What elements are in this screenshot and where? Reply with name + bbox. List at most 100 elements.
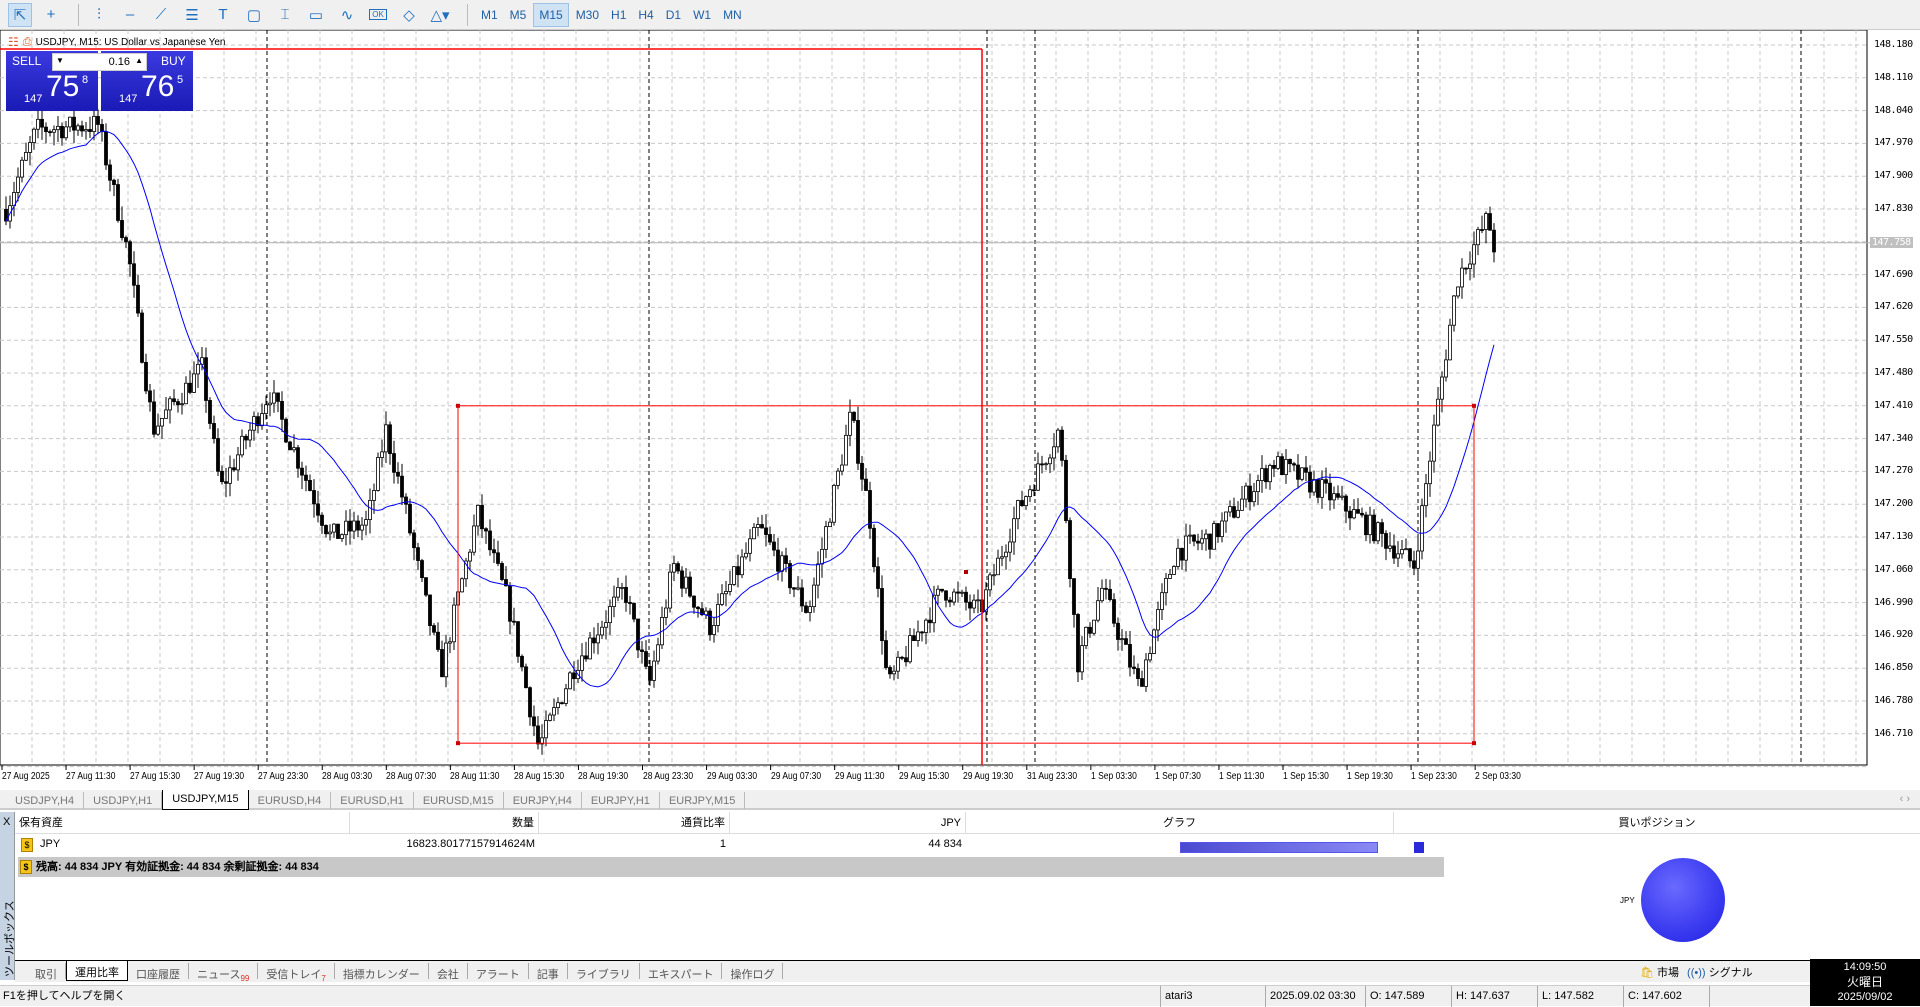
- signals-link[interactable]: ((•)) シグナル: [1687, 964, 1753, 980]
- timeframe-M15[interactable]: M15: [533, 2, 569, 27]
- toolbox-tab[interactable]: 受信トレイ7: [258, 963, 335, 983]
- candle-body: [1396, 553, 1400, 559]
- symbol-tab[interactable]: USDJPY,M15: [162, 790, 249, 810]
- toolbox-tab[interactable]: ニュース99: [189, 963, 259, 983]
- symbol-tab[interactable]: USDJPY,H1: [84, 792, 163, 809]
- timeframe-W1[interactable]: W1: [693, 7, 712, 22]
- col-header-ratio[interactable]: 通貨比率: [539, 812, 730, 834]
- candle-body: [584, 655, 588, 660]
- rectangle-handle[interactable]: [1472, 403, 1476, 408]
- candle-body: [620, 586, 624, 589]
- price-label-tool-button[interactable]: ▭: [304, 3, 328, 27]
- time-label: 29 Aug 19:30: [962, 771, 1013, 782]
- col-header-asset[interactable]: 保有資産: [15, 812, 350, 834]
- candle-body: [132, 263, 136, 286]
- timeframe-M1[interactable]: M1: [481, 7, 498, 22]
- candle-body: [632, 602, 636, 620]
- candle-body: [864, 478, 868, 491]
- toolbox-tab[interactable]: アラート: [468, 963, 529, 981]
- candle-body: [844, 434, 848, 466]
- candle-body: [824, 526, 828, 550]
- toolbox-tab[interactable]: 記事: [529, 963, 568, 981]
- timeframe-MN[interactable]: MN: [723, 7, 742, 22]
- time-label: 27 Aug 11:30: [66, 771, 116, 782]
- lot-size-input[interactable]: ▼ 0.16 ▲: [52, 53, 147, 71]
- market-link[interactable]: 🛍 市場: [1640, 964, 1679, 980]
- candle-body: [1056, 429, 1060, 448]
- col-header-buy-positions[interactable]: 買いポジション: [1394, 812, 1920, 834]
- col-header-jpy[interactable]: JPY: [730, 812, 966, 834]
- symbol-tab[interactable]: EURJPY,H1: [582, 792, 660, 809]
- time-label: 1 Sep 07:30: [1154, 771, 1201, 782]
- fibonacci-tool-button[interactable]: ☰: [180, 3, 204, 27]
- text-tool-button[interactable]: T: [211, 3, 235, 27]
- tab-scroll-arrows-icon[interactable]: ‹ ›: [1899, 793, 1910, 805]
- timeframe-D1[interactable]: D1: [665, 7, 682, 22]
- price-label: 146.780: [1874, 695, 1913, 706]
- object-anchor[interactable]: [964, 570, 968, 574]
- button-object-tool-button[interactable]: OK: [366, 3, 390, 27]
- toolbox-tab[interactable]: 会社: [429, 963, 468, 981]
- candle-body: [856, 420, 860, 464]
- candle-body: [1140, 678, 1144, 687]
- symbol-tab[interactable]: USDJPY,H4: [6, 792, 85, 809]
- candle-body: [612, 596, 616, 607]
- toolbox-tab[interactable]: 運用比率: [66, 961, 128, 981]
- rectangle-handle[interactable]: [456, 403, 460, 408]
- chart-menu-icon[interactable]: ☷: [8, 35, 19, 49]
- timeframe-H4[interactable]: H4: [638, 7, 654, 22]
- toolbox-tab[interactable]: 口座履歴: [128, 963, 189, 981]
- chart-area[interactable]: ☷ ⎙ USDJPY, M15: US Dollar vs Japanese Y…: [0, 30, 1920, 790]
- vertical-line-tool-button[interactable]: ⫶: [87, 3, 111, 27]
- symbol-tab[interactable]: EURUSD,H1: [331, 792, 414, 809]
- symbol-tab[interactable]: EURJPY,M15: [660, 792, 746, 809]
- col-header-graph[interactable]: グラフ: [966, 812, 1394, 834]
- tab-label: ニュース: [197, 969, 241, 981]
- price-chart[interactable]: [0, 30, 1920, 790]
- asset-graph-bar: [1180, 842, 1378, 853]
- red-rectangle[interactable]: [457, 405, 1475, 744]
- toolbox-tab[interactable]: 取引: [27, 963, 66, 981]
- trendline-tool-button[interactable]: ⟋: [149, 3, 173, 27]
- toolbox-tab[interactable]: エキスパート: [640, 963, 723, 981]
- lot-decrease-icon[interactable]: ▼: [56, 56, 64, 65]
- symbol-tab[interactable]: EURJPY,H4: [504, 792, 582, 809]
- candle-body: [156, 425, 160, 435]
- toolbox-tab[interactable]: ライブラリ: [568, 963, 640, 981]
- timeframe-M5[interactable]: M5: [509, 7, 527, 22]
- rectangle-handle[interactable]: [456, 741, 460, 746]
- toolbox-tab[interactable]: 操作ログ: [722, 963, 784, 981]
- text-label-icon: ⌶: [280, 6, 290, 23]
- candle-body: [1344, 495, 1348, 512]
- candle-body: [996, 557, 1000, 576]
- toolbox-tabs: 取引 運用比率 口座履歴 ニュース99 受信トレイ7 指標カレンダー 会社 アラート 記事 ライブ…: [15, 960, 1920, 983]
- text-label-tool-button[interactable]: ⌶: [273, 3, 297, 27]
- status-profile[interactable]: atari3: [1160, 986, 1265, 1007]
- close-panel-button[interactable]: X: [3, 816, 11, 828]
- horizontal-line-tool-button[interactable]: –: [118, 3, 142, 27]
- signals-label: シグナル: [1708, 967, 1753, 979]
- candle-body: [1300, 467, 1304, 480]
- shapes-tool-button[interactable]: △▾: [428, 3, 452, 27]
- toolbox-tab[interactable]: 指標カレンダー: [335, 963, 429, 981]
- rectangle-handle[interactable]: [1472, 741, 1476, 746]
- cursor-tool-button[interactable]: ⇱: [8, 2, 32, 27]
- candle-body: [752, 527, 756, 540]
- col-header-quantity[interactable]: 数量: [350, 812, 539, 834]
- indicator-tool-button[interactable]: ∿: [335, 3, 359, 27]
- price-label: 147.130: [1874, 531, 1913, 542]
- candle-body: [1232, 506, 1236, 518]
- rectangle-tool-button[interactable]: ▢: [242, 3, 266, 27]
- symbol-tab[interactable]: EURUSD,M15: [414, 792, 504, 809]
- lot-increase-icon[interactable]: ▲: [135, 56, 143, 65]
- candle-body: [1244, 485, 1248, 500]
- ellipse-tool-button[interactable]: ◇: [397, 3, 421, 27]
- crosshair-tool-button[interactable]: +: [39, 3, 63, 27]
- timeframe-M30[interactable]: M30: [575, 7, 600, 22]
- price-label: 146.710: [1874, 727, 1913, 739]
- symbol-tab[interactable]: EURUSD,H4: [249, 792, 332, 809]
- lot-value: 0.16: [108, 56, 130, 68]
- candle-body: [872, 527, 876, 568]
- timeframe-H1[interactable]: H1: [611, 7, 627, 22]
- toolbox-sidebar[interactable]: ツールボックス: [0, 812, 16, 980]
